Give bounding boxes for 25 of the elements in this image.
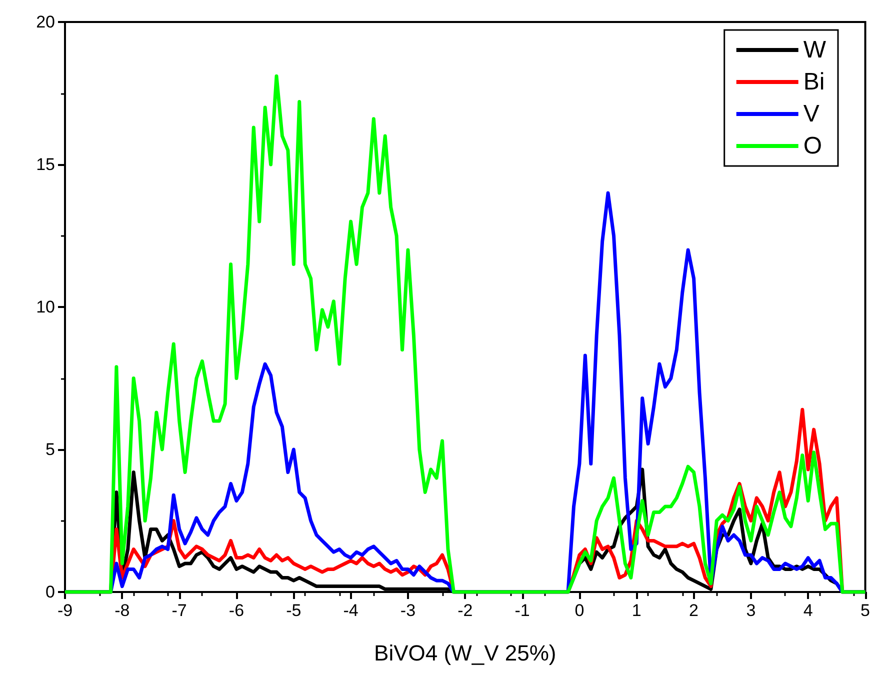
x-tick-label: -5 xyxy=(286,601,302,620)
y-tick-label: 15 xyxy=(36,155,55,174)
x-tick-label: 4 xyxy=(803,601,813,620)
x-tick-label: -2 xyxy=(458,601,473,620)
legend-label: W xyxy=(803,36,826,64)
x-tick-label: -7 xyxy=(172,601,187,620)
y-tick-label: 10 xyxy=(36,298,55,316)
x-tick-label: -1 xyxy=(514,601,530,620)
y-tick-label: 20 xyxy=(36,12,55,32)
y-tick-label: 0 xyxy=(46,582,55,602)
x-tick-label: -3 xyxy=(400,601,416,620)
x-tick-label: -9 xyxy=(57,601,73,620)
x-tick-label: -4 xyxy=(343,601,358,620)
x-tick-label: -8 xyxy=(114,601,130,620)
legend-label: Bi xyxy=(803,68,825,96)
x-tick-label: 3 xyxy=(746,601,756,620)
x-tick-label: 5 xyxy=(860,601,870,620)
x-tick-label: 2 xyxy=(689,601,699,620)
legend-label: O xyxy=(803,132,822,160)
legend-label: V xyxy=(803,100,820,128)
x-tick-label: 0 xyxy=(574,601,584,620)
y-tick-label: 5 xyxy=(46,440,55,459)
x-axis-title: BiVO4 (W_V 25%) xyxy=(374,640,556,666)
x-tick-label: -6 xyxy=(228,601,244,620)
x-tick-label: 1 xyxy=(632,601,642,620)
